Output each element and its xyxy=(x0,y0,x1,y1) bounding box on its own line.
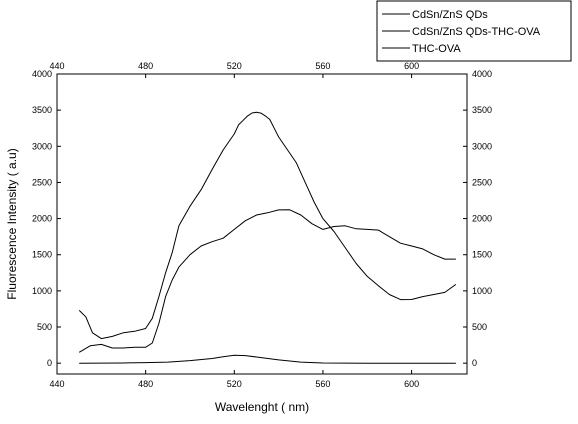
x-tick-label: 520 xyxy=(227,379,242,389)
y-tick-label: 1000 xyxy=(32,286,52,296)
y-right-tick-label: 4000 xyxy=(472,69,492,79)
legend-label-1: CdSn/ZnS QDs xyxy=(412,9,488,21)
y-axis-title: Fluorescence Intensity ( a.u) xyxy=(5,148,19,299)
x-top-tick-label: 600 xyxy=(404,61,419,71)
y-tick-label: 4000 xyxy=(32,69,52,79)
y-tick-label: 2000 xyxy=(32,214,52,224)
y-right-tick-label: 1500 xyxy=(472,250,492,260)
y-right-tick-label: 1000 xyxy=(472,286,492,296)
y-right-tick-label: 3500 xyxy=(472,105,492,115)
y-tick-label: 0 xyxy=(47,358,52,368)
x-top-tick-label: 520 xyxy=(227,61,242,71)
y-right-tick-label: 500 xyxy=(472,322,487,332)
y-right-tick-label: 2500 xyxy=(472,177,492,187)
y-right-tick-label: 0 xyxy=(472,358,477,368)
x-tick-label: 440 xyxy=(49,379,64,389)
x-tick-label: 560 xyxy=(315,379,330,389)
y-tick-label: 2500 xyxy=(32,177,52,187)
y-tick-label: 1500 xyxy=(32,250,52,260)
x-axis-title: Wavelenght ( nm) xyxy=(215,400,309,414)
series-line-3 xyxy=(79,355,456,363)
y-right-tick-label: 3000 xyxy=(472,141,492,151)
x-top-tick-label: 480 xyxy=(138,61,153,71)
y-right-tick-label: 2000 xyxy=(472,214,492,224)
y-tick-label: 500 xyxy=(37,322,52,332)
legend-label-2: CdSn/ZnS QDs-THC-OVA xyxy=(412,26,541,38)
plot-frame xyxy=(57,74,467,374)
y-tick-label: 3500 xyxy=(32,105,52,115)
series-layer xyxy=(79,112,456,363)
legend-label-3: THC-OVA xyxy=(412,43,461,55)
x-tick-label: 600 xyxy=(404,379,419,389)
legend: CdSn/ZnS QDs CdSn/ZnS QDs-THC-OVA THC-OV… xyxy=(377,1,571,61)
x-tick-label: 480 xyxy=(138,379,153,389)
series-line-1 xyxy=(79,112,456,338)
x-top-tick-label: 560 xyxy=(315,61,330,71)
y-tick-label: 3000 xyxy=(32,141,52,151)
tick-layer: 4404404804805205205605606006000050050010… xyxy=(32,61,492,389)
